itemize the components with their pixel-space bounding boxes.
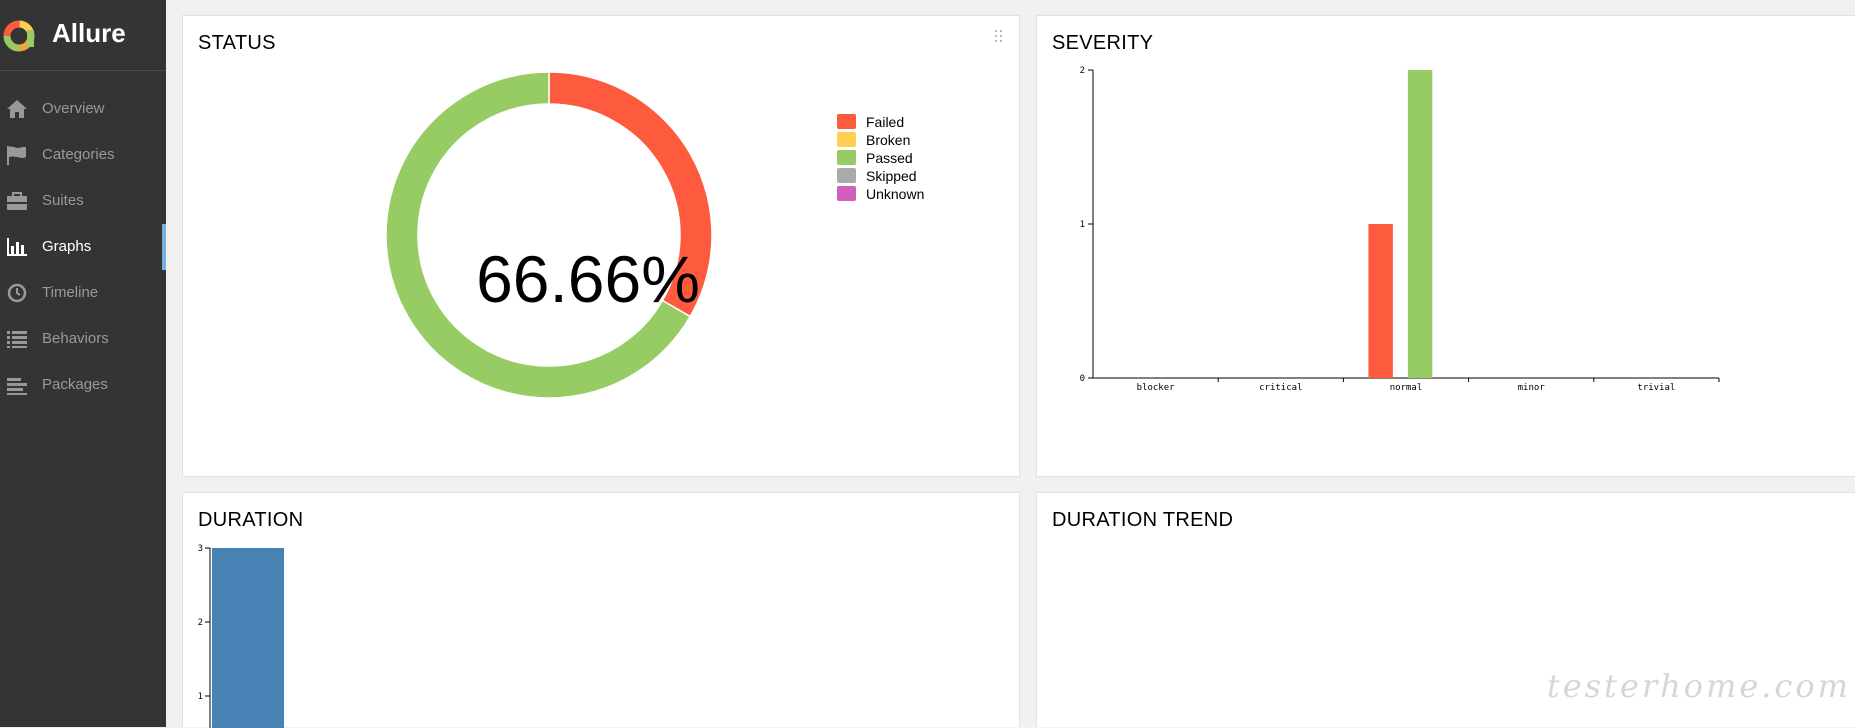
sidebar-item-categories[interactable]: Categories (0, 132, 166, 178)
active-marker (162, 224, 166, 270)
y-tick-label: 0 (1080, 374, 1085, 384)
sidebar-item-graphs[interactable]: Graphs (0, 224, 166, 270)
x-tick-label: trivial (1637, 383, 1675, 393)
sidebar-item-label: Overview (42, 100, 105, 117)
x-tick-label: minor (1518, 383, 1546, 393)
sidebar-nav: Overview Categories Suites (0, 86, 166, 408)
allure-logo (3, 20, 35, 52)
status-widget: STATUS 66.66% Failed Broken Passed Skipp… (182, 15, 1020, 477)
x-tick-label: normal (1390, 383, 1423, 393)
sidebar-item-timeline[interactable]: Timeline (0, 270, 166, 316)
pass-rate-percent: 66.66% (476, 242, 700, 316)
sidebar-item-label: Graphs (42, 238, 92, 255)
widget-title: DURATION (198, 509, 304, 531)
align-left-icon (7, 378, 27, 395)
donut-slice-passed[interactable] (385, 71, 692, 399)
widget-title: SEVERITY (1052, 32, 1154, 54)
briefcase-icon (7, 192, 27, 210)
severity-widget: SEVERITY 0 1 2 blocker critical normal minor tr… (1036, 15, 1855, 477)
sidebar-item-label: Packages (42, 376, 108, 393)
sidebar-item-label: Behaviors (42, 330, 109, 347)
duration-bar-chart: 1 2 3 (198, 544, 284, 728)
x-tick-label: critical (1259, 383, 1302, 393)
bar-normal-passed[interactable] (1407, 70, 1433, 378)
sidebar-item-overview[interactable]: Overview (0, 86, 166, 132)
y-tick-label: 1 (198, 692, 203, 702)
brand-name: Allure (52, 18, 126, 48)
sidebar-item-label: Timeline (42, 284, 99, 301)
status-donut-chart (385, 71, 713, 399)
flag-icon (7, 146, 26, 165)
y-tick-label: 2 (198, 618, 203, 628)
list-icon (7, 331, 27, 348)
drag-handle-icon[interactable] (995, 30, 1003, 44)
legend-label: Unknown (866, 186, 925, 202)
legend-swatch (837, 150, 856, 165)
y-tick-label: 2 (1080, 66, 1085, 76)
duration-trend-widget: DURATION TREND testerhome.com (1036, 492, 1855, 727)
legend-swatch (837, 186, 856, 201)
sidebar: Allure Overview Categories Suites (0, 0, 166, 727)
legend-label: Passed (866, 150, 913, 166)
legend-label: Broken (866, 132, 911, 148)
bar-chart-icon (7, 238, 27, 256)
legend-label: Failed (866, 114, 905, 130)
sidebar-item-label: Suites (42, 192, 84, 209)
duration-bar[interactable] (212, 548, 284, 728)
watermark: testerhome.com (1546, 667, 1851, 705)
legend-swatch (837, 168, 856, 183)
widget-title: STATUS (198, 32, 276, 54)
widget-title: DURATION TREND (1052, 509, 1234, 531)
legend-swatch (837, 114, 856, 129)
y-tick-label: 3 (198, 544, 203, 554)
clock-icon (7, 283, 27, 303)
sidebar-item-label: Categories (42, 146, 115, 163)
brand[interactable]: Allure (0, 0, 166, 71)
bar-normal-failed[interactable] (1368, 224, 1393, 378)
severity-bar-chart: 0 1 2 blocker critical normal minor trivial (1080, 66, 1720, 393)
sidebar-item-behaviors[interactable]: Behaviors (0, 316, 166, 362)
duration-widget: DURATION 1 2 3 (182, 492, 1020, 728)
home-icon (7, 100, 27, 118)
legend-label: Skipped (866, 168, 917, 184)
sidebar-item-suites[interactable]: Suites (0, 178, 166, 224)
x-tick-label: blocker (1137, 383, 1176, 393)
y-tick-label: 1 (1080, 220, 1085, 230)
sidebar-item-packages[interactable]: Packages (0, 362, 166, 408)
legend-swatch (837, 132, 856, 147)
